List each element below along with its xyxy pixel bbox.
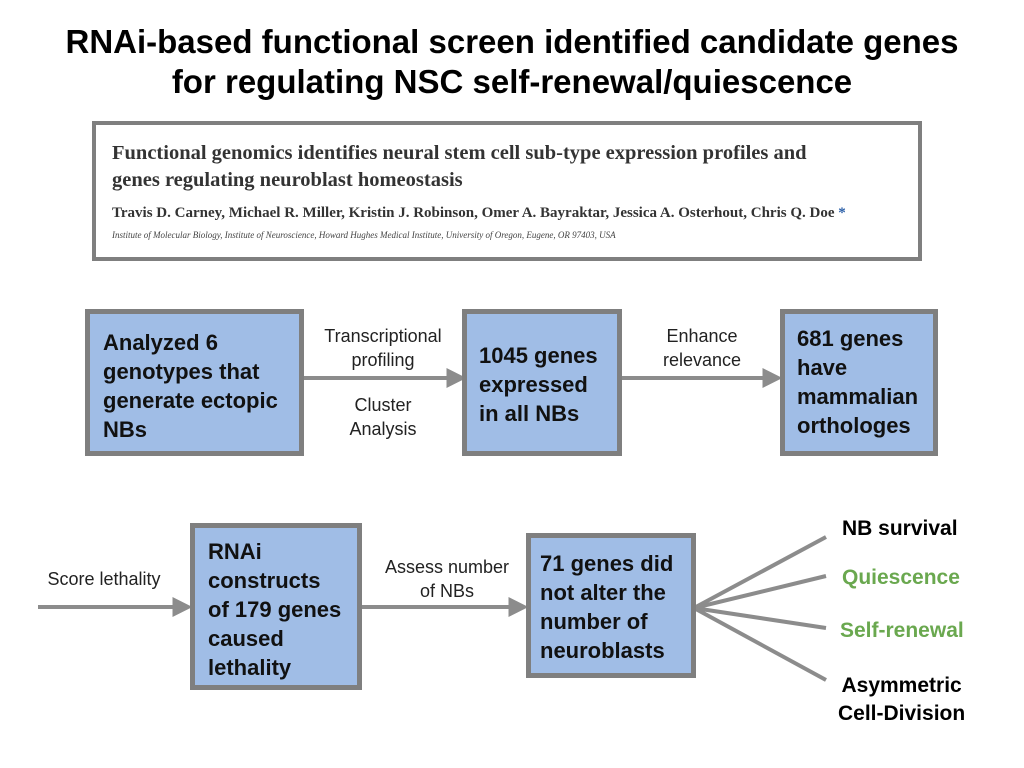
node-line: have xyxy=(797,355,848,380)
node-line: RNAi xyxy=(208,539,262,564)
outcome-nb-survival: NB survival xyxy=(842,515,958,543)
label-line: Enhance xyxy=(666,326,738,346)
paper-title-line-1: Functional genomics identifies neural st… xyxy=(112,142,807,164)
node-line: lethality xyxy=(208,655,292,680)
node-line: generate ectopic xyxy=(103,388,278,413)
slide-title: RNAi-based functional screen identified … xyxy=(0,22,1024,102)
label-line: of NBs xyxy=(419,581,475,601)
label-line: profiling xyxy=(351,350,415,370)
node-line: caused xyxy=(208,626,284,651)
node-rnai-constructs: RNAi constructs of 179 genes caused leth… xyxy=(190,523,362,690)
outcome-self-renewal: Self-renewal xyxy=(840,617,964,645)
paper-citation-box: Functional genomics identifies neural st… xyxy=(92,121,922,261)
outcome-label: Quiescence xyxy=(842,566,960,589)
label-assess-number-of-nbs: Assess number of NBs xyxy=(368,555,526,603)
node-line: neuroblasts xyxy=(540,638,665,663)
label-line: Cluster xyxy=(354,395,412,415)
node-line: number of xyxy=(540,609,648,634)
branch-quiescence xyxy=(693,574,827,610)
branch-survival xyxy=(693,535,827,610)
node-line: mammalian xyxy=(797,384,919,409)
node-line: 71 genes did xyxy=(540,551,674,576)
node-71-genes: 71 genes did not alter the number of neu… xyxy=(526,533,696,678)
node-line: genotypes that xyxy=(103,359,260,384)
outcome-label: Asymmetric xyxy=(841,674,962,697)
paper-affiliation: Institute of Molecular Biology, Institut… xyxy=(112,230,616,240)
label-cluster-analysis: Cluster Analysis xyxy=(310,393,456,441)
label-line: Analysis xyxy=(349,419,417,439)
node-analyzed-genotypes: Analyzed 6 genotypes that generate ectop… xyxy=(85,309,304,456)
label-score-lethality: Score lethality xyxy=(30,567,178,591)
label-line: Assess number xyxy=(384,557,510,577)
outcome-quiescence: Quiescence xyxy=(842,564,960,592)
node-line: NBs xyxy=(103,417,148,442)
node-line: Analyzed 6 xyxy=(103,330,218,355)
label-enhance-relevance: Enhance relevance xyxy=(634,324,770,372)
label-transcriptional-profiling: Transcriptional profiling xyxy=(310,324,456,372)
paper-title-line-2: genes regulating neuroblast homeostasis xyxy=(112,169,463,191)
corresponding-author-mark: * xyxy=(838,205,846,221)
node-line: in all NBs xyxy=(479,401,580,426)
paper-title: Functional genomics identifies neural st… xyxy=(112,140,902,194)
outcome-label: Self-renewal xyxy=(840,619,964,642)
node-681-genes: 681 genes have mammalian orthologes xyxy=(780,309,938,456)
label-line: Transcriptional xyxy=(324,326,442,346)
outcome-label: NB survival xyxy=(842,517,958,540)
branch-asymmetric xyxy=(693,606,827,682)
slide-title-line-1: RNAi-based functional screen identified … xyxy=(65,23,959,60)
paper-authors: Travis D. Carney, Michael R. Miller, Kri… xyxy=(112,205,902,222)
node-line: not alter the xyxy=(540,580,666,605)
node-line: 1045 genes xyxy=(479,343,598,368)
node-line: of 179 genes xyxy=(208,597,342,622)
node-line: 681 genes xyxy=(797,326,904,351)
node-1045-genes: 1045 genes expressed in all NBs xyxy=(462,309,622,456)
outcome-asymmetric-cell-division: Asymmetric Cell-Division xyxy=(838,672,965,728)
node-line: expressed xyxy=(479,372,588,397)
paper-author-list: Travis D. Carney, Michael R. Miller, Kri… xyxy=(112,205,835,221)
slide-title-line-2: for regulating NSC self-renewal/quiescen… xyxy=(171,63,853,100)
label-line: Score lethality xyxy=(47,569,161,589)
outcome-label: Cell-Division xyxy=(838,702,966,725)
node-line: orthologes xyxy=(797,413,911,438)
branch-self-renewal xyxy=(693,606,827,630)
label-line: relevance xyxy=(662,350,742,370)
node-line: constructs xyxy=(208,568,321,593)
